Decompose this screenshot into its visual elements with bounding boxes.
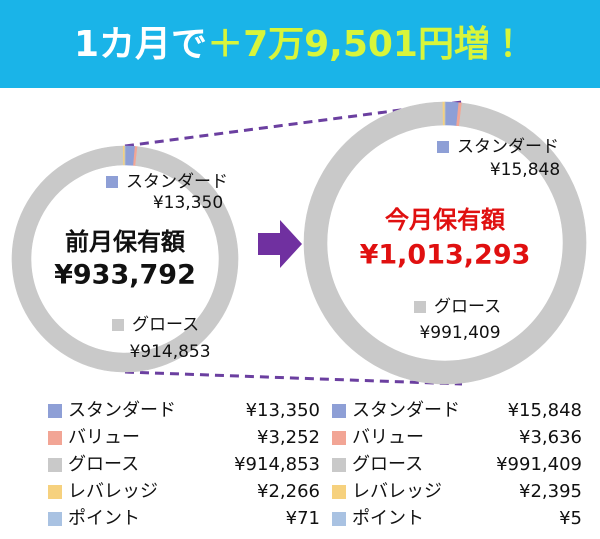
segment-value: ¥991,409 [419, 323, 500, 343]
segment-value: ¥13,350 [153, 193, 223, 213]
legend-value: ¥3,252 [257, 427, 320, 448]
donut-segment [303, 101, 587, 385]
legend-label: バリュー [68, 427, 140, 448]
segment-label: スタンダード [457, 137, 559, 157]
total-label: ¥1,013,293 [360, 240, 531, 271]
label-swatch [112, 319, 124, 331]
segment-label: グロース [434, 297, 501, 317]
chart-title: 今月保有額 [385, 206, 506, 234]
legend-label: ポイント [352, 508, 424, 529]
legend-label: スタンダード [352, 400, 460, 421]
legend-swatch [332, 431, 346, 445]
legend-swatch [48, 404, 62, 418]
segment-value: ¥914,853 [129, 342, 210, 362]
legend-swatch [48, 431, 62, 445]
legend-label: スタンダード [68, 400, 176, 421]
legend-value: ¥2,395 [519, 481, 582, 502]
legend-swatch [48, 485, 62, 499]
legend-swatch [332, 458, 346, 472]
segment-label: グロース [132, 315, 199, 335]
chart-title: 前月保有額 [65, 228, 186, 256]
legend-swatch [48, 512, 62, 526]
legend-value: ¥13,350 [246, 400, 320, 421]
legend-value: ¥71 [286, 508, 320, 529]
segment-value: ¥15,848 [490, 160, 560, 180]
legend-value: ¥5 [559, 508, 582, 529]
label-swatch [414, 301, 426, 313]
banner-prefix: 1カ月で [74, 24, 207, 65]
connector-line [124, 100, 463, 148]
banner-title: 1カ月で＋7万9,501円増！ [74, 24, 526, 65]
legend-value: ¥991,409 [496, 454, 582, 475]
legend-value: ¥15,848 [508, 400, 582, 421]
banner-highlight: ＋7万9,501円増！ [207, 24, 526, 65]
legend-value: ¥2,266 [257, 481, 320, 502]
legend-label: ポイント [68, 508, 140, 529]
donut-segment [442, 101, 446, 126]
donut-segment [11, 145, 239, 373]
legend-label: レバレッジ [352, 481, 442, 502]
legend-label: グロース [352, 454, 423, 475]
legend-value: ¥914,853 [234, 454, 320, 475]
segment-label: スタンダード [126, 172, 228, 192]
arrow [258, 220, 302, 268]
legend-label: レバレッジ [68, 481, 158, 502]
legend-swatch [332, 512, 346, 526]
label-swatch [437, 141, 449, 153]
total-label: ¥933,792 [54, 260, 196, 291]
legend-label: グロース [68, 454, 139, 475]
legend-label: バリュー [352, 427, 424, 448]
legend-value: ¥3,636 [519, 427, 582, 448]
legend-swatch [48, 458, 62, 472]
label-swatch [106, 176, 118, 188]
legend-swatch [332, 485, 346, 499]
banner [0, 0, 600, 88]
legend-swatch [332, 404, 346, 418]
connector-line [124, 370, 463, 386]
